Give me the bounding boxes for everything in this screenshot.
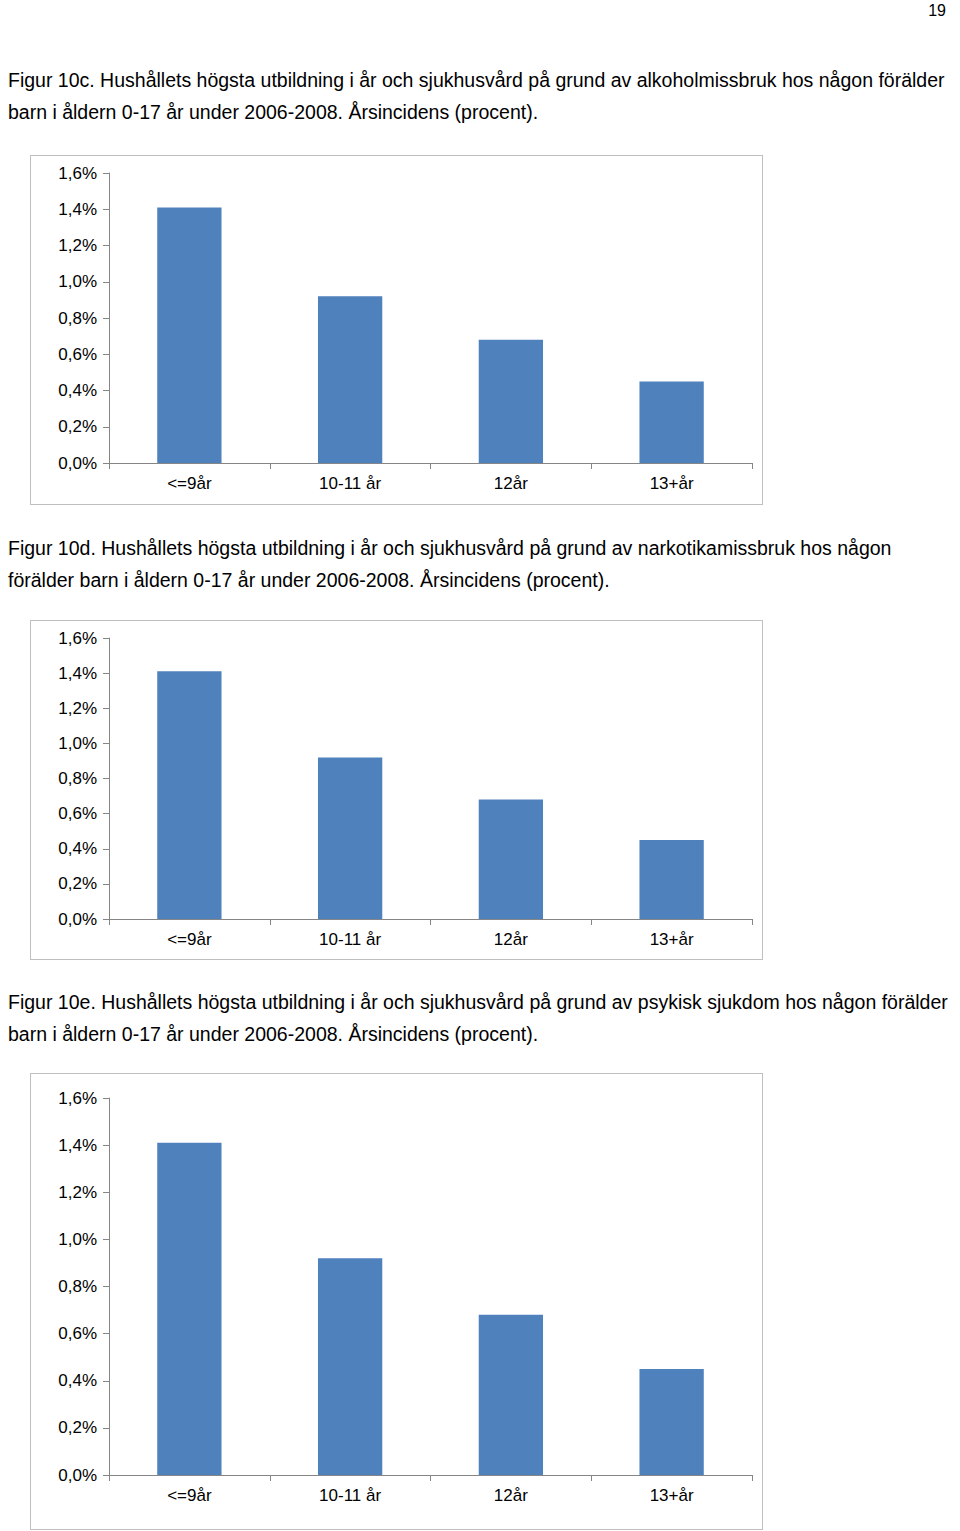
svg-text:0,8%: 0,8% <box>58 1277 97 1296</box>
svg-text:0,8%: 0,8% <box>58 309 97 328</box>
svg-text:0,2%: 0,2% <box>58 1418 97 1437</box>
svg-text:12år: 12år <box>494 474 528 493</box>
svg-text:1,6%: 1,6% <box>58 629 97 648</box>
svg-text:0,8%: 0,8% <box>58 769 97 788</box>
svg-text:0,2%: 0,2% <box>58 874 97 893</box>
svg-text:10-11 år: 10-11 år <box>319 1486 381 1505</box>
svg-text:13+år: 13+år <box>650 930 694 949</box>
svg-text:10-11 år: 10-11 år <box>319 930 381 949</box>
svg-text:0,0%: 0,0% <box>58 910 97 929</box>
svg-text:1,4%: 1,4% <box>58 200 97 219</box>
svg-text:0,0%: 0,0% <box>58 1466 97 1485</box>
svg-text:1,2%: 1,2% <box>58 236 97 255</box>
svg-text:0,6%: 0,6% <box>58 804 97 823</box>
svg-text:1,6%: 1,6% <box>58 1089 97 1108</box>
svg-text:12år: 12år <box>494 930 528 949</box>
svg-text:0,6%: 0,6% <box>58 1324 97 1343</box>
svg-text:1,2%: 1,2% <box>58 699 97 718</box>
svg-text:10-11 år: 10-11 år <box>319 474 381 493</box>
html-text:Figur 10c. Hushållets högsta u: Figur 10c. Hushållets högsta utbildning … <box>8 69 945 123</box>
svg-text:0,6%: 0,6% <box>58 345 97 364</box>
svg-text:<=9år: <=9år <box>167 930 212 949</box>
svg-text:<=9år: <=9år <box>167 474 212 493</box>
html-text:Figur 10d. Hushållets högsta u: Figur 10d. Hushållets högsta utbildning … <box>8 537 892 591</box>
svg-text:0,4%: 0,4% <box>58 381 97 400</box>
svg-text:1,0%: 1,0% <box>58 1230 97 1249</box>
svg-text:0,0%: 0,0% <box>58 454 97 473</box>
svg-text:1,6%: 1,6% <box>58 164 97 183</box>
svg-text:12år: 12år <box>494 1486 528 1505</box>
svg-text:1,4%: 1,4% <box>58 1136 97 1155</box>
html-text:Figur 10e. Hushållets högsta u: Figur 10e. Hushållets högsta utbildning … <box>8 991 948 1045</box>
svg-text:0,4%: 0,4% <box>58 1371 97 1390</box>
svg-text:1,0%: 1,0% <box>58 272 97 291</box>
svg-text:0,4%: 0,4% <box>58 839 97 858</box>
html-text:19: 19 <box>928 2 946 19</box>
svg-text:13+år: 13+år <box>650 474 694 493</box>
svg-text:0,2%: 0,2% <box>58 417 97 436</box>
svg-text:1,0%: 1,0% <box>58 734 97 753</box>
svg-text:1,4%: 1,4% <box>58 664 97 683</box>
svg-text:<=9år: <=9år <box>167 1486 212 1505</box>
svg-text:13+år: 13+år <box>650 1486 694 1505</box>
svg-text:1,2%: 1,2% <box>58 1183 97 1202</box>
